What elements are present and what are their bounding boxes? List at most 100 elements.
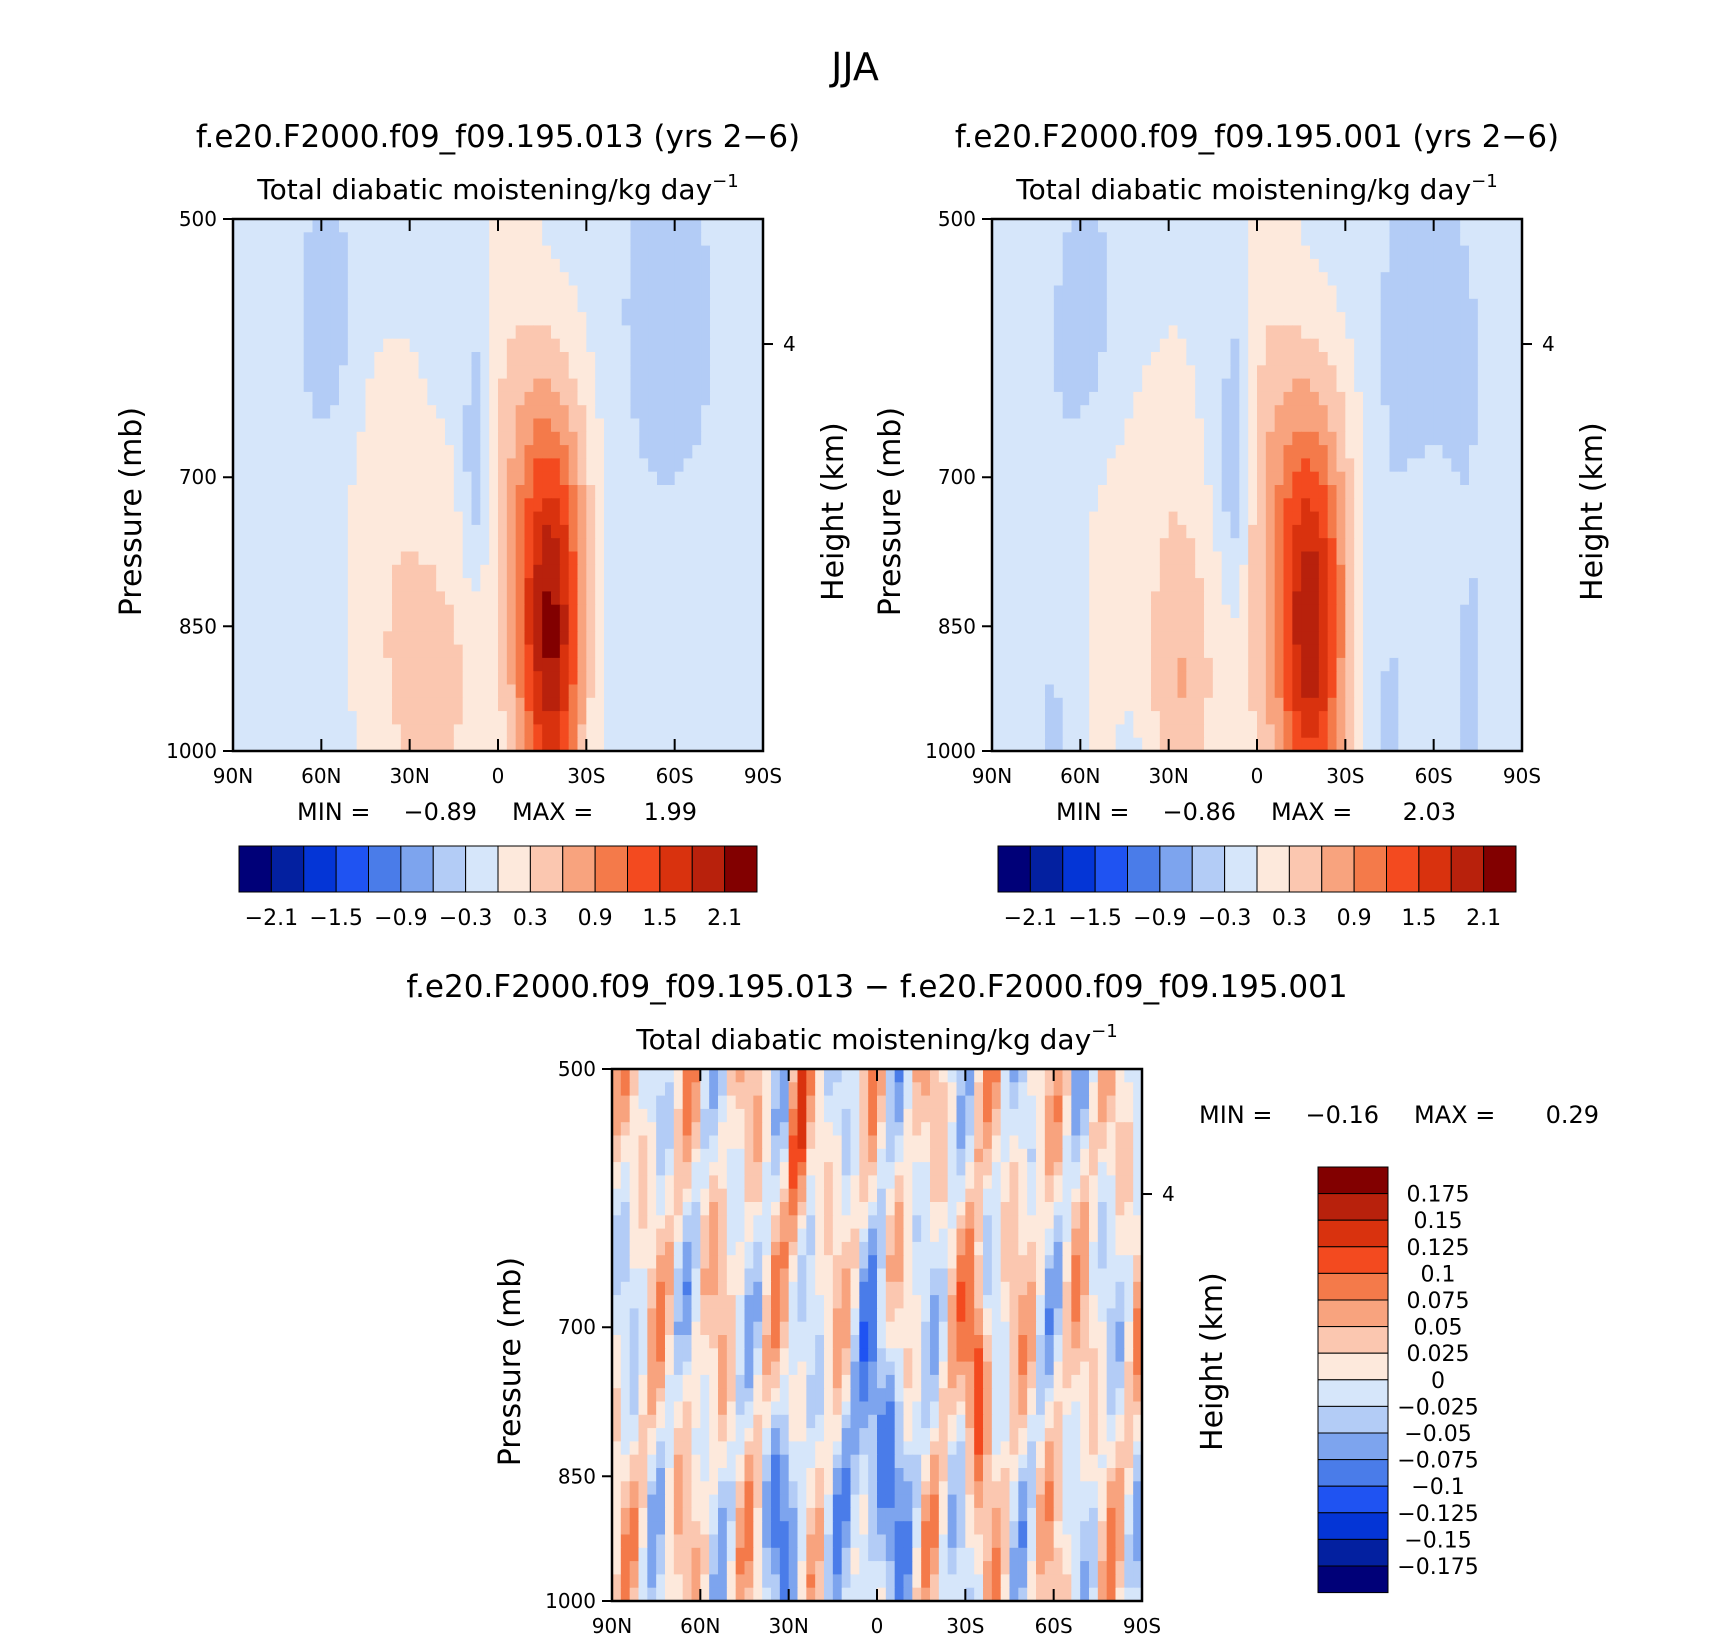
contour-cell xyxy=(718,737,729,752)
contour-cell xyxy=(1186,498,1196,513)
contour-cell xyxy=(992,458,1002,473)
contour-cell xyxy=(1486,737,1497,752)
contour-cell xyxy=(241,657,252,672)
contour-cell xyxy=(568,524,579,539)
contour-cell xyxy=(1407,564,1417,579)
contour-cell xyxy=(1416,285,1426,300)
contour-cell xyxy=(356,524,367,539)
contour-cell xyxy=(1053,604,1064,619)
contour-cell xyxy=(1159,564,1170,579)
contour-cell xyxy=(1513,657,1523,672)
contour-cell xyxy=(648,458,658,473)
contour-cell xyxy=(604,671,614,686)
contour-cell xyxy=(1204,325,1214,340)
contour-cell xyxy=(1177,338,1187,353)
contour-cell xyxy=(1354,737,1364,752)
contour-cell xyxy=(409,657,420,672)
contour-cell xyxy=(630,338,640,353)
contour-cell xyxy=(1398,378,1408,393)
contour-cell xyxy=(1389,458,1399,473)
contour-cell xyxy=(1495,524,1505,539)
contour-cell xyxy=(1204,298,1214,313)
contour-cell xyxy=(339,431,349,446)
contour-cell xyxy=(992,445,1002,459)
contour-cell xyxy=(727,578,738,592)
contour-cell xyxy=(1274,684,1285,699)
contour-cell xyxy=(551,471,561,486)
min-label: MIN = xyxy=(297,798,370,826)
contour-cell xyxy=(1071,352,1081,366)
contour-cell xyxy=(347,644,358,659)
contour-cell xyxy=(294,724,305,739)
contour-cell xyxy=(1062,258,1073,273)
contour-cell xyxy=(674,578,685,592)
contour-cell xyxy=(268,325,278,340)
contour-cell xyxy=(621,551,632,566)
contour-cell xyxy=(1159,232,1170,247)
contour-cell xyxy=(1283,378,1293,393)
contour-cell xyxy=(1230,618,1240,632)
contour-cell xyxy=(436,418,446,433)
contour-cell xyxy=(559,657,570,672)
contour-cell xyxy=(595,564,605,579)
contour-cell xyxy=(577,498,587,513)
contour-cell xyxy=(1398,591,1408,606)
contour-cell xyxy=(710,657,720,672)
contour-cell xyxy=(551,591,561,606)
contour-cell xyxy=(1318,564,1329,579)
contour-cell xyxy=(1098,378,1108,393)
contour-cell xyxy=(1115,697,1126,712)
contour-cell xyxy=(542,631,552,646)
contour-cell xyxy=(1098,631,1108,646)
contour-cell xyxy=(241,285,252,300)
contour-cell xyxy=(1186,524,1196,539)
contour-cell xyxy=(515,312,526,326)
contour-cell xyxy=(365,219,375,233)
contour-cell xyxy=(1009,445,1020,459)
contour-cell xyxy=(1000,285,1011,300)
contour-cell xyxy=(259,578,269,592)
contour-cell xyxy=(683,671,693,686)
colorbar-label: 1.5 xyxy=(642,906,677,931)
contour-cell xyxy=(356,511,367,526)
contour-cell xyxy=(1195,684,1205,699)
colorbar-swatch xyxy=(368,845,402,893)
contour-cell xyxy=(1159,737,1170,752)
contour-cell xyxy=(1345,258,1355,273)
contour-cell xyxy=(1274,258,1285,273)
contour-cell xyxy=(1398,352,1408,366)
contour-cell xyxy=(383,724,393,739)
contour-cell xyxy=(1009,418,1020,433)
contour-cell xyxy=(639,551,649,566)
contour-cell xyxy=(233,684,243,699)
contour-cell xyxy=(356,352,367,366)
contour-cell xyxy=(392,219,402,233)
contour-cell xyxy=(657,391,667,406)
contour-cell xyxy=(1424,631,1435,646)
contour-cell xyxy=(365,418,375,433)
contour-cell xyxy=(1151,405,1161,420)
contour-cell xyxy=(1071,498,1081,513)
contour-cell xyxy=(233,458,243,473)
contour-cell xyxy=(612,591,623,606)
contour-cell xyxy=(312,391,322,406)
contour-cell xyxy=(277,245,287,260)
contour-cell xyxy=(551,445,561,459)
contour-cell xyxy=(1115,219,1126,233)
contour-cell xyxy=(1469,538,1479,553)
contour-cell xyxy=(1363,578,1373,592)
contour-cell xyxy=(1000,511,1011,526)
contour-cell xyxy=(1053,458,1064,473)
contour-cell xyxy=(586,578,596,592)
contour-cell xyxy=(1009,325,1020,340)
contour-cell xyxy=(1000,312,1011,326)
contour-cell xyxy=(445,338,455,353)
contour-cell xyxy=(489,418,499,433)
contour-cell xyxy=(374,405,384,420)
contour-cell xyxy=(312,697,322,712)
contour-cell xyxy=(736,524,746,539)
contour-cell xyxy=(559,538,570,553)
contour-cell xyxy=(1380,498,1391,513)
x-tick-label: 30S xyxy=(567,764,605,788)
contour-cell xyxy=(409,445,420,459)
